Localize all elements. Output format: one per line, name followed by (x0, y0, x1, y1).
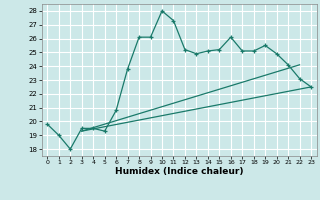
X-axis label: Humidex (Indice chaleur): Humidex (Indice chaleur) (115, 167, 244, 176)
